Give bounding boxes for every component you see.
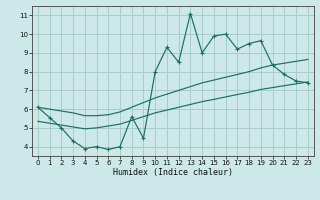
X-axis label: Humidex (Indice chaleur): Humidex (Indice chaleur) <box>113 168 233 177</box>
